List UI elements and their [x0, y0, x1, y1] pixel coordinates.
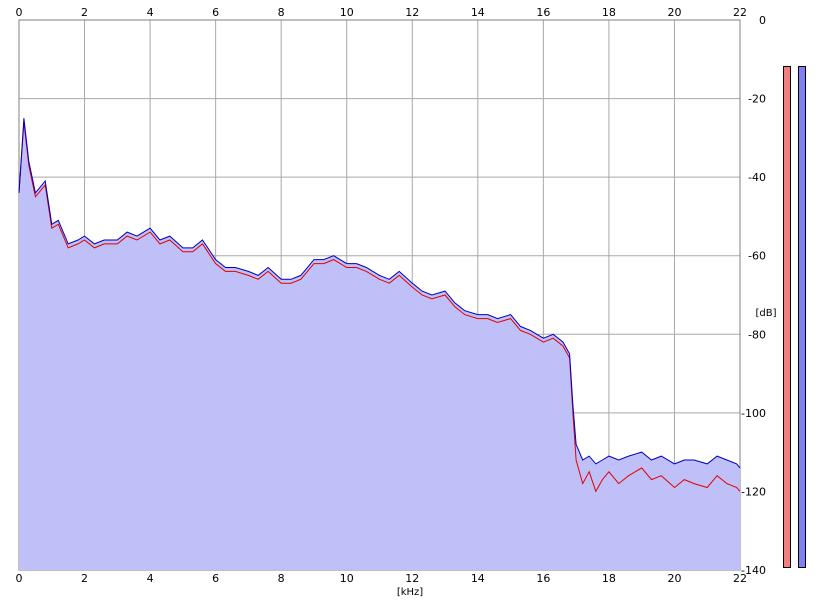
level-meter-left — [783, 66, 791, 568]
x-tick-label-bottom-3: 6 — [212, 572, 219, 585]
x-tick-label-top-11: 22 — [733, 6, 747, 19]
x-tick-label-top-9: 18 — [602, 6, 616, 19]
y-tick-label-2: -40 — [748, 171, 766, 184]
x-tick-label-bottom-10: 20 — [667, 572, 681, 585]
x-tick-label-bottom-7: 14 — [471, 572, 485, 585]
series-line-1 — [18, 118, 741, 469]
x-tick-label-bottom-6: 12 — [405, 572, 419, 585]
y-tick-label-3: -60 — [748, 250, 766, 263]
x-tick-label-top-6: 12 — [405, 6, 419, 19]
x-tick-label-bottom-11: 22 — [733, 572, 747, 585]
x-tick-label-top-7: 14 — [471, 6, 485, 19]
x-tick-label-top-2: 4 — [147, 6, 154, 19]
y-tick-label-1: -20 — [748, 93, 766, 106]
x-tick-label-top-0: 0 — [16, 6, 23, 19]
x-tick-label-top-1: 2 — [81, 6, 88, 19]
spectrum-fill-area — [19, 118, 740, 570]
x-tick-label-bottom-0: 0 — [16, 572, 23, 585]
x-tick-label-bottom-2: 4 — [147, 572, 154, 585]
x-tick-label-top-8: 16 — [536, 6, 550, 19]
x-axis-label: [kHz] — [397, 587, 423, 598]
y-tick-label-6: -120 — [741, 485, 766, 498]
x-tick-label-top-10: 20 — [667, 6, 681, 19]
y-tick-label-5: -100 — [741, 407, 766, 420]
tick-labels: 002244668810101212141416161818202022220-… — [16, 6, 767, 585]
x-tick-label-top-3: 6 — [212, 6, 219, 19]
x-tick-label-bottom-8: 16 — [536, 572, 550, 585]
series-lines — [18, 118, 741, 493]
y-tick-label-4: -80 — [748, 328, 766, 341]
x-tick-label-top-4: 8 — [278, 6, 285, 19]
x-tick-label-bottom-9: 18 — [602, 572, 616, 585]
x-tick-label-bottom-4: 8 — [278, 572, 285, 585]
y-tick-label-0: 0 — [759, 14, 766, 27]
x-tick-label-top-5: 10 — [340, 6, 354, 19]
x-tick-label-bottom-1: 2 — [81, 572, 88, 585]
y-axis-label: [dB] — [755, 308, 776, 319]
x-tick-label-bottom-5: 10 — [340, 572, 354, 585]
y-tick-label-7: -140 — [741, 564, 766, 577]
series-line-0 — [18, 122, 741, 493]
level-meter-right — [798, 66, 806, 568]
